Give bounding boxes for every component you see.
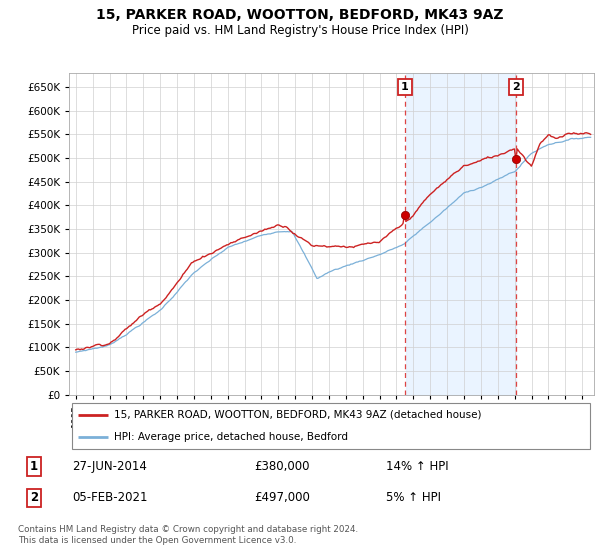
Text: 05-FEB-2021: 05-FEB-2021 bbox=[73, 491, 148, 504]
Text: 5% ↑ HPI: 5% ↑ HPI bbox=[386, 491, 442, 504]
Text: 2: 2 bbox=[512, 82, 520, 92]
Text: 1: 1 bbox=[30, 460, 38, 473]
FancyBboxPatch shape bbox=[71, 403, 590, 449]
Text: £497,000: £497,000 bbox=[254, 491, 310, 504]
Text: Contains HM Land Registry data © Crown copyright and database right 2024.
This d: Contains HM Land Registry data © Crown c… bbox=[18, 525, 358, 545]
Text: 15, PARKER ROAD, WOOTTON, BEDFORD, MK43 9AZ (detached house): 15, PARKER ROAD, WOOTTON, BEDFORD, MK43 … bbox=[113, 410, 481, 420]
Text: £380,000: £380,000 bbox=[254, 460, 310, 473]
Text: 2: 2 bbox=[30, 491, 38, 504]
Text: 15, PARKER ROAD, WOOTTON, BEDFORD, MK43 9AZ: 15, PARKER ROAD, WOOTTON, BEDFORD, MK43 … bbox=[96, 8, 504, 22]
Text: 14% ↑ HPI: 14% ↑ HPI bbox=[386, 460, 449, 473]
Text: 27-JUN-2014: 27-JUN-2014 bbox=[73, 460, 148, 473]
Text: 1: 1 bbox=[401, 82, 409, 92]
Text: HPI: Average price, detached house, Bedford: HPI: Average price, detached house, Bedf… bbox=[113, 432, 347, 442]
Text: Price paid vs. HM Land Registry's House Price Index (HPI): Price paid vs. HM Land Registry's House … bbox=[131, 24, 469, 37]
